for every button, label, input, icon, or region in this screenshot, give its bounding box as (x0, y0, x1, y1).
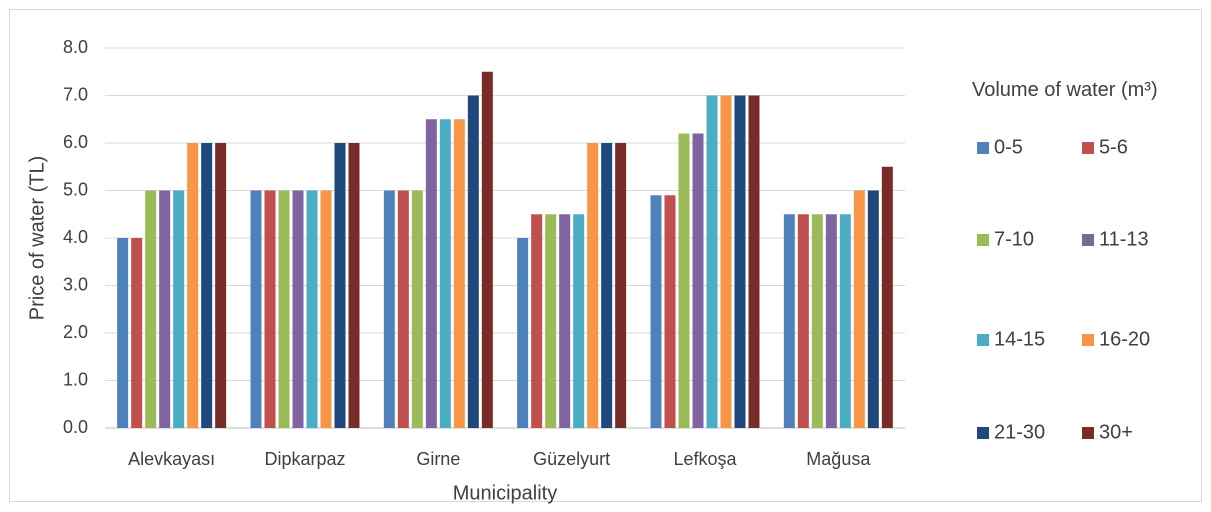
y-tick-label: 8.0 (63, 37, 88, 57)
legend-label: 5-6 (1099, 136, 1128, 158)
legend-title: Volume of water (m³) (972, 79, 1158, 101)
legend-label: 16-20 (1099, 328, 1150, 350)
bar (201, 143, 213, 428)
y-axis-title: Price of water (TL) (26, 156, 48, 320)
y-tick-label: 3.0 (63, 274, 88, 294)
bar (545, 214, 557, 428)
y-tick-label: 0.0 (63, 417, 88, 437)
bar (797, 214, 809, 428)
bar (306, 190, 318, 428)
bar (587, 143, 599, 428)
bar (187, 143, 199, 428)
bar (278, 190, 290, 428)
bar (615, 143, 627, 428)
legend-swatch (1082, 334, 1094, 346)
bar (439, 119, 451, 428)
x-tick-label: Dipkarpaz (264, 449, 345, 469)
legend-swatch (977, 234, 989, 246)
bar (748, 95, 760, 428)
bar (173, 190, 185, 428)
x-tick-label: Girne (416, 449, 460, 469)
x-tick-label: Lefkoşa (673, 449, 737, 469)
bar (348, 143, 360, 428)
bar (145, 190, 157, 428)
legend-swatch (977, 427, 989, 439)
bar (734, 95, 746, 428)
legend-swatch (977, 142, 989, 154)
bar (159, 190, 171, 428)
bar (425, 119, 437, 428)
legend-swatch (1082, 234, 1094, 246)
bar (881, 166, 893, 428)
bar (720, 95, 732, 428)
bar (250, 190, 262, 428)
legend-label: 21-30 (994, 421, 1045, 443)
bar (867, 190, 879, 428)
bar (383, 190, 395, 428)
bar (650, 195, 662, 428)
bar (264, 190, 276, 428)
bar (559, 214, 571, 428)
bar (131, 238, 143, 428)
legend-label: 11-13 (1099, 228, 1149, 250)
bar (453, 119, 465, 428)
bar (783, 214, 795, 428)
legend-label: 0-5 (994, 136, 1023, 158)
bar (411, 190, 423, 428)
x-tick-label: Alevkayası (128, 449, 215, 469)
bar (692, 133, 704, 428)
y-tick-label: 1.0 (63, 369, 88, 389)
bar (292, 190, 304, 428)
legend-swatch (1082, 427, 1094, 439)
bar (334, 143, 346, 428)
bar (397, 190, 409, 428)
legend-label: 7-10 (994, 228, 1034, 250)
bar (531, 214, 543, 428)
y-tick-label: 7.0 (63, 84, 88, 104)
legend-swatch (1082, 142, 1094, 154)
x-axis-title: Municipality (453, 482, 557, 504)
bar (664, 195, 676, 428)
x-tick-label: Güzelyurt (533, 449, 610, 469)
bar (853, 190, 865, 428)
bar (117, 238, 129, 428)
legend-label: 14-15 (994, 328, 1045, 350)
bar (481, 71, 493, 428)
bar (811, 214, 823, 428)
y-tick-label: 2.0 (63, 322, 88, 342)
bar (517, 238, 529, 428)
x-tick-label: Mağusa (806, 449, 871, 469)
y-tick-label: 4.0 (63, 227, 88, 247)
legend-label: 30+ (1099, 421, 1133, 443)
bar (839, 214, 851, 428)
chart-border (9, 9, 1202, 502)
bar (467, 95, 479, 428)
bar (706, 95, 718, 428)
bar (825, 214, 837, 428)
y-tick-label: 6.0 (63, 132, 88, 152)
bar (678, 133, 690, 428)
bar (215, 143, 227, 428)
bar (320, 190, 332, 428)
bar (573, 214, 585, 428)
legend-swatch (977, 334, 989, 346)
bar (601, 143, 613, 428)
y-tick-label: 5.0 (63, 179, 88, 199)
